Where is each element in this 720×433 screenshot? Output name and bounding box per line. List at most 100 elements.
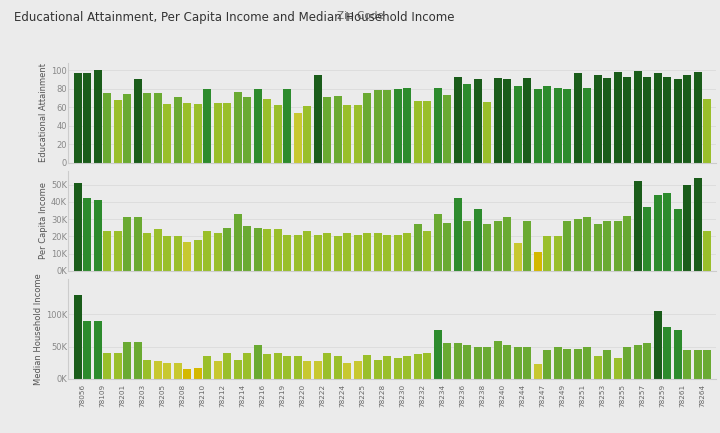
Bar [674, 80, 683, 163]
Bar [634, 345, 642, 379]
Bar [122, 94, 131, 163]
Bar [613, 358, 622, 379]
Bar [202, 356, 211, 379]
Bar [74, 295, 82, 379]
Bar [302, 107, 311, 163]
Bar [382, 90, 391, 163]
Bar [582, 88, 591, 163]
Bar [394, 235, 402, 271]
Bar [454, 343, 462, 379]
Bar [443, 223, 451, 271]
Bar [83, 198, 91, 271]
Bar [163, 236, 171, 271]
Bar [134, 217, 143, 271]
Bar [694, 178, 702, 271]
Bar [194, 240, 202, 271]
Bar [363, 355, 371, 379]
Bar [454, 77, 462, 163]
Bar [94, 70, 102, 163]
Bar [323, 233, 331, 271]
Bar [354, 361, 362, 379]
Bar [183, 242, 191, 271]
Bar [582, 346, 591, 379]
Bar [603, 221, 611, 271]
Bar [554, 236, 562, 271]
Bar [603, 78, 611, 163]
Bar [503, 345, 511, 379]
Bar [423, 353, 431, 379]
Bar [482, 346, 491, 379]
Bar [534, 364, 542, 379]
Bar [323, 97, 331, 163]
Bar [174, 363, 182, 379]
Bar [534, 252, 542, 271]
Bar [474, 346, 482, 379]
Bar [462, 221, 471, 271]
Bar [143, 94, 151, 163]
Bar [222, 103, 231, 163]
Bar [114, 353, 122, 379]
Bar [343, 105, 351, 163]
Bar [202, 231, 211, 271]
Bar [694, 72, 702, 163]
Bar [543, 236, 551, 271]
Bar [613, 72, 622, 163]
Bar [423, 101, 431, 163]
Bar [314, 235, 323, 271]
Bar [302, 231, 311, 271]
Bar [462, 84, 471, 163]
Bar [74, 183, 82, 271]
Bar [523, 221, 531, 271]
Bar [662, 327, 671, 379]
Bar [254, 345, 262, 379]
Y-axis label: Median Household Income: Median Household Income [34, 273, 43, 385]
Bar [523, 346, 531, 379]
Bar [394, 358, 402, 379]
Bar [402, 356, 411, 379]
Bar [222, 228, 231, 271]
Bar [662, 77, 671, 163]
Bar [503, 217, 511, 271]
Bar [294, 235, 302, 271]
Bar [562, 221, 571, 271]
Bar [174, 236, 182, 271]
Bar [414, 224, 422, 271]
Bar [613, 221, 622, 271]
Bar [274, 229, 282, 271]
Bar [263, 354, 271, 379]
Bar [134, 80, 143, 163]
Bar [174, 97, 182, 163]
Bar [314, 75, 323, 163]
Bar [543, 86, 551, 163]
Bar [462, 345, 471, 379]
Bar [122, 217, 131, 271]
Bar [623, 346, 631, 379]
Bar [514, 346, 522, 379]
Bar [494, 342, 503, 379]
Bar [662, 193, 671, 271]
Bar [202, 89, 211, 163]
Bar [474, 209, 482, 271]
Bar [433, 214, 442, 271]
Bar [594, 75, 602, 163]
Bar [243, 353, 251, 379]
Bar [562, 349, 571, 379]
Bar [283, 89, 291, 163]
Text: Educational Attainment, Per Capita Income and Median Household Income: Educational Attainment, Per Capita Incom… [14, 11, 455, 24]
Bar [494, 78, 503, 163]
Bar [183, 103, 191, 163]
Bar [562, 89, 571, 163]
Bar [402, 88, 411, 163]
Bar [674, 330, 683, 379]
Bar [343, 363, 351, 379]
Bar [103, 231, 111, 271]
Bar [543, 350, 551, 379]
Bar [474, 80, 482, 163]
Bar [194, 104, 202, 163]
Bar [83, 73, 91, 163]
Bar [183, 369, 191, 379]
Bar [374, 233, 382, 271]
Bar [254, 89, 262, 163]
Bar [323, 353, 331, 379]
Bar [594, 224, 602, 271]
